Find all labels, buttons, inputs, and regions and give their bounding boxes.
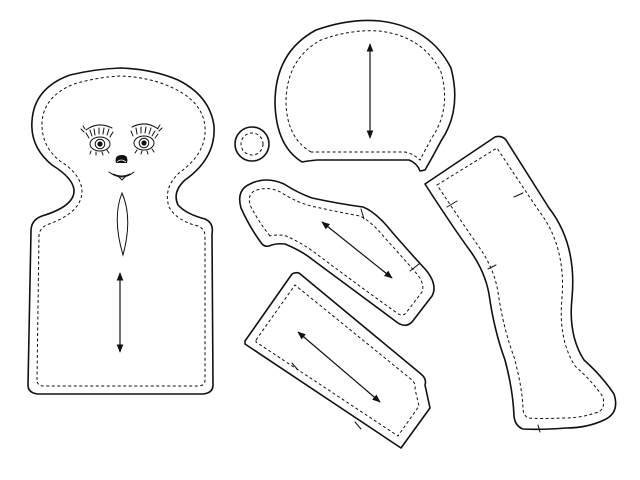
grain-arrow	[321, 221, 393, 279]
cap-stitch-line	[285, 30, 446, 161]
leg-stitch-line	[436, 147, 605, 419]
notch-marks	[446, 192, 541, 433]
dart	[116, 191, 129, 257]
mouth	[108, 171, 135, 181]
notch-marks	[291, 362, 362, 430]
grain-arrow	[297, 331, 381, 403]
nose	[115, 155, 128, 163]
circle-stitch-line	[240, 132, 264, 156]
left-eye	[80, 124, 114, 156]
right-eye	[130, 123, 163, 155]
notch-marks	[360, 208, 420, 272]
head-body-piece	[27, 67, 215, 395]
face	[80, 123, 163, 181]
sleeve-piece	[244, 271, 431, 449]
arm-stitch-line	[248, 188, 424, 316]
head-body-stitch-line	[36, 75, 206, 387]
nose-circle-piece	[234, 126, 270, 162]
circle-cutting-line	[234, 126, 270, 162]
leg-cutting-line	[424, 135, 617, 431]
arm-piece	[238, 179, 435, 327]
cap-cutting-line	[274, 19, 456, 172]
leg-piece	[424, 135, 617, 433]
cap-piece	[274, 19, 456, 172]
head-body-cutting-line	[27, 67, 215, 395]
